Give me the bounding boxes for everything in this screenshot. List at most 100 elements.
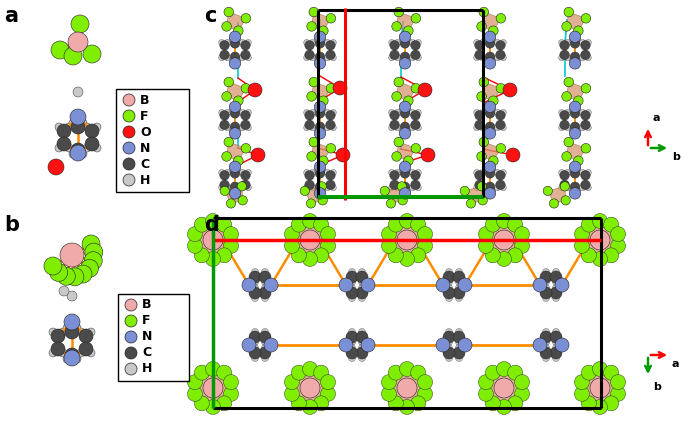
Circle shape: [326, 143, 336, 153]
Circle shape: [580, 109, 586, 116]
Circle shape: [240, 124, 246, 131]
Circle shape: [484, 38, 490, 43]
Circle shape: [411, 248, 425, 263]
Circle shape: [219, 55, 225, 61]
Circle shape: [477, 151, 486, 161]
Circle shape: [508, 365, 523, 380]
Circle shape: [305, 41, 314, 50]
Text: B: B: [142, 298, 151, 311]
Circle shape: [560, 180, 569, 189]
Circle shape: [485, 182, 495, 192]
Circle shape: [485, 109, 495, 118]
Circle shape: [479, 109, 486, 116]
Circle shape: [79, 329, 93, 343]
Circle shape: [314, 168, 320, 173]
Circle shape: [453, 347, 465, 359]
Circle shape: [496, 170, 506, 180]
Circle shape: [575, 57, 581, 62]
Circle shape: [123, 142, 135, 154]
Circle shape: [382, 375, 397, 390]
Circle shape: [361, 278, 375, 292]
Circle shape: [496, 143, 506, 153]
Circle shape: [466, 199, 475, 208]
Circle shape: [291, 248, 306, 263]
Circle shape: [553, 295, 560, 301]
Circle shape: [230, 182, 240, 192]
Circle shape: [418, 375, 432, 390]
Circle shape: [397, 230, 417, 250]
Polygon shape: [312, 12, 331, 31]
Circle shape: [411, 365, 425, 380]
Circle shape: [486, 248, 500, 263]
Circle shape: [303, 252, 318, 267]
Circle shape: [259, 271, 271, 283]
Circle shape: [418, 83, 432, 97]
Circle shape: [390, 50, 399, 60]
Polygon shape: [195, 369, 231, 407]
Circle shape: [321, 375, 336, 390]
Circle shape: [490, 57, 496, 62]
Circle shape: [415, 124, 421, 131]
Circle shape: [388, 55, 395, 61]
Circle shape: [248, 83, 262, 97]
Circle shape: [240, 109, 246, 116]
Circle shape: [330, 124, 336, 131]
Circle shape: [93, 123, 101, 131]
Circle shape: [325, 50, 335, 60]
Circle shape: [216, 248, 232, 263]
Circle shape: [346, 271, 358, 283]
Circle shape: [315, 52, 325, 62]
Circle shape: [411, 217, 425, 232]
Circle shape: [382, 238, 397, 253]
Circle shape: [445, 295, 453, 301]
Circle shape: [64, 47, 82, 65]
Circle shape: [445, 354, 453, 362]
Circle shape: [229, 108, 235, 114]
Circle shape: [219, 124, 225, 131]
Circle shape: [305, 180, 314, 189]
Circle shape: [70, 109, 86, 125]
Circle shape: [553, 279, 560, 286]
Circle shape: [562, 22, 571, 31]
Circle shape: [543, 268, 549, 276]
Circle shape: [305, 120, 314, 130]
Circle shape: [411, 180, 420, 189]
Circle shape: [388, 396, 403, 411]
Circle shape: [240, 111, 250, 120]
Circle shape: [330, 170, 336, 176]
Circle shape: [74, 265, 92, 283]
Circle shape: [540, 331, 552, 343]
Circle shape: [508, 217, 523, 232]
Circle shape: [610, 375, 625, 390]
Circle shape: [330, 40, 336, 46]
Circle shape: [478, 238, 493, 253]
Circle shape: [582, 248, 597, 263]
Polygon shape: [397, 12, 416, 31]
Circle shape: [319, 156, 328, 165]
Circle shape: [560, 170, 569, 180]
Circle shape: [590, 378, 610, 398]
Circle shape: [569, 31, 581, 43]
Circle shape: [206, 252, 221, 267]
Circle shape: [575, 227, 589, 242]
Circle shape: [582, 396, 597, 411]
Circle shape: [388, 217, 403, 232]
Circle shape: [410, 170, 416, 176]
Circle shape: [564, 77, 573, 87]
Circle shape: [320, 168, 326, 173]
Circle shape: [382, 227, 397, 242]
Circle shape: [585, 170, 591, 176]
Circle shape: [203, 378, 223, 398]
Circle shape: [251, 338, 258, 346]
Circle shape: [503, 83, 517, 97]
Circle shape: [240, 185, 246, 191]
Circle shape: [543, 328, 549, 335]
FancyBboxPatch shape: [116, 89, 190, 192]
Circle shape: [494, 378, 514, 398]
Circle shape: [415, 170, 421, 176]
Circle shape: [315, 169, 325, 178]
Circle shape: [326, 84, 336, 93]
Polygon shape: [465, 187, 483, 203]
Circle shape: [570, 39, 580, 48]
Circle shape: [225, 170, 230, 176]
